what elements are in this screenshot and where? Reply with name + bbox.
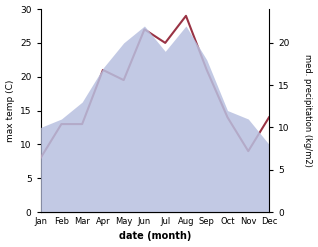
Y-axis label: max temp (C): max temp (C) bbox=[5, 79, 15, 142]
Y-axis label: med. precipitation (kg/m2): med. precipitation (kg/m2) bbox=[303, 54, 313, 167]
X-axis label: date (month): date (month) bbox=[119, 231, 191, 242]
